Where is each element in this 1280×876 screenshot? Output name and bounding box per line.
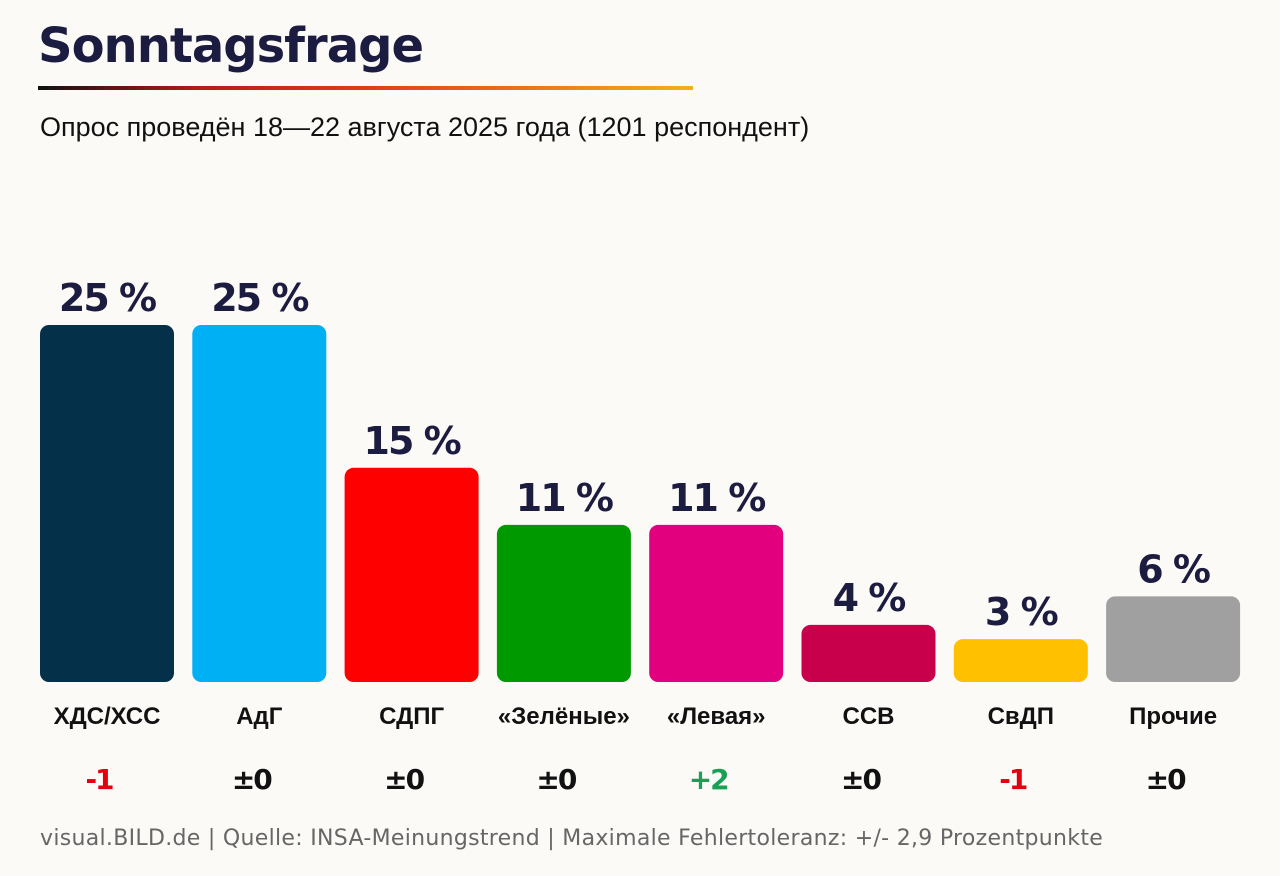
value-label: 15 % (364, 419, 461, 463)
change-label: -1 (999, 763, 1027, 796)
change-label: +2 (689, 763, 728, 796)
change-label: ±0 (536, 763, 576, 796)
category-label: АдГ (236, 703, 283, 730)
bar (496, 524, 631, 682)
category-label: «Зелёные» (498, 703, 630, 730)
category-label: ХДС/ХСС (54, 703, 161, 730)
title-underline (38, 86, 693, 90)
change-label: -1 (85, 763, 113, 796)
value-label: 25 % (59, 276, 156, 320)
bar (344, 467, 479, 682)
value-label: 11 % (668, 476, 765, 520)
bar (953, 639, 1088, 682)
bar (649, 524, 784, 682)
bar (801, 624, 936, 682)
value-label: 4 % (833, 576, 906, 620)
value-label: 6 % (1137, 547, 1210, 591)
source-footer: visual.BILD.de | Quelle: INSA-Meinungstr… (40, 826, 1104, 851)
category-label: СДПГ (379, 703, 444, 730)
value-label: 11 % (516, 476, 613, 520)
bar (40, 325, 174, 682)
chart-title: Sonntagsfrage (38, 18, 424, 74)
change-label: ±0 (1146, 763, 1186, 796)
category-label: ССВ (843, 703, 895, 730)
category-label: СвДП (988, 703, 1054, 730)
category-label: Прочие (1129, 703, 1217, 730)
category-label: «Левая» (667, 703, 766, 730)
change-label: ±0 (232, 763, 272, 796)
change-label: ±0 (841, 763, 881, 796)
bar (192, 325, 327, 682)
value-label: 3 % (985, 590, 1058, 634)
chart-subtitle: Опрос проведён 18—22 августа 2025 года (… (40, 112, 810, 142)
value-label: 25 % (211, 276, 308, 320)
bar (1106, 596, 1241, 682)
change-label: ±0 (384, 763, 424, 796)
